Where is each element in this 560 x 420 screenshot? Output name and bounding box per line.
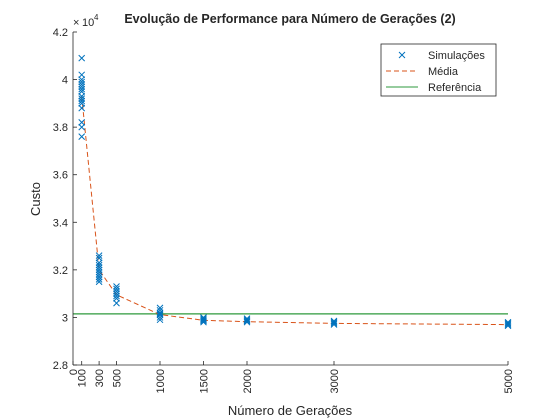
y-tick-label: 3 (62, 312, 68, 324)
legend: Simulações Média Referência (380, 43, 497, 97)
legend-media-label: Média (428, 66, 459, 78)
simulation-points-layer (78, 54, 512, 330)
x-tick-label: 1000 (155, 369, 167, 393)
simulation-point (78, 80, 86, 88)
simulation-point (78, 83, 86, 91)
x-tick-label: 0 (68, 369, 80, 375)
y-tick-label: 3.2 (53, 265, 68, 277)
y-axis-label: Custo (28, 182, 43, 216)
y-tick-label: 2.8 (53, 360, 68, 372)
x-tick-label: 300 (94, 369, 106, 387)
simulation-point (78, 88, 86, 95)
y-exponent-power: 4 (94, 13, 99, 22)
y-tick-label: 3.8 (53, 122, 68, 134)
simulation-point (78, 76, 86, 83)
x-axis-label: Número de Gerações (228, 403, 353, 418)
simulation-point (156, 309, 164, 317)
simulation-point (78, 78, 86, 86)
legend-item-media: Média (386, 66, 459, 78)
simulation-point (330, 320, 338, 327)
y-tick-label: 3.4 (53, 217, 68, 229)
simulation-point (78, 92, 86, 100)
x-tick-label: 500 (112, 369, 124, 387)
simulation-point (200, 318, 207, 326)
simulation-point (156, 316, 164, 324)
simulation-point (330, 321, 338, 328)
simulation-point (95, 259, 103, 267)
simulation-point (78, 97, 86, 105)
simulation-point (113, 292, 120, 300)
simulation-point (78, 123, 86, 131)
simulation-point (200, 316, 207, 324)
chart-title: Evolução de Performance para Número de G… (124, 12, 455, 26)
simulation-point (504, 320, 512, 327)
simulation-point (504, 322, 512, 330)
simulation-point (200, 317, 207, 325)
legend-referencia-label: Referência (428, 82, 482, 94)
simulation-point (95, 273, 103, 281)
simulation-point (330, 318, 338, 326)
simulation-point (78, 100, 86, 107)
y-ticks: 2.8 3 3.2 3.4 3.6 3.8 4 4.2 (53, 27, 77, 372)
x-tick-label: 100 (77, 369, 89, 387)
simulation-point (243, 316, 251, 324)
x-tick-label: 1500 (199, 369, 211, 393)
simulation-point (243, 318, 251, 326)
simulation-point (156, 314, 164, 321)
simulation-point (78, 119, 86, 126)
y-tick-label: 4.2 (53, 27, 68, 39)
x-tick-label: 3000 (329, 369, 341, 393)
simulation-point (95, 271, 103, 278)
simulation-point (113, 283, 120, 290)
simulation-point (95, 264, 103, 271)
y-tick-label: 4 (62, 75, 68, 87)
simulation-point (243, 317, 251, 325)
simulation-point (78, 104, 86, 112)
y-exponent-marker: × (73, 17, 79, 29)
simulation-point (95, 266, 103, 274)
simulation-point (78, 85, 86, 93)
legend-simulacoes-marker-2 (398, 51, 406, 59)
y-exponent: × 10 4 (73, 13, 99, 29)
x-tick-label: 2000 (242, 369, 254, 393)
simulation-point (95, 254, 103, 262)
simulation-point (95, 276, 103, 283)
simulation-point (113, 285, 120, 293)
simulation-point (156, 304, 164, 312)
y-tick-label: 3.6 (53, 170, 68, 182)
legend-item-simulacoes: Simulações (398, 50, 485, 62)
legend-item-referencia: Referência (386, 82, 482, 94)
simulation-point (113, 287, 120, 295)
simulation-point (95, 261, 103, 269)
x-tick-label: 5000 (503, 369, 515, 393)
simulation-point (113, 299, 120, 307)
y-exponent-base: 10 (82, 17, 94, 29)
simulation-point (95, 268, 103, 276)
simulation-point (113, 290, 120, 297)
simulation-point (504, 321, 512, 328)
simulation-point (95, 278, 103, 286)
simulation-point (156, 311, 164, 319)
legend-simulacoes-label: Simulações (428, 50, 485, 62)
simulation-point (95, 252, 103, 259)
simulation-point (113, 295, 120, 302)
simulation-point (78, 95, 86, 102)
simulation-point (78, 133, 86, 141)
simulation-point (78, 71, 86, 79)
simulation-point (78, 54, 86, 62)
